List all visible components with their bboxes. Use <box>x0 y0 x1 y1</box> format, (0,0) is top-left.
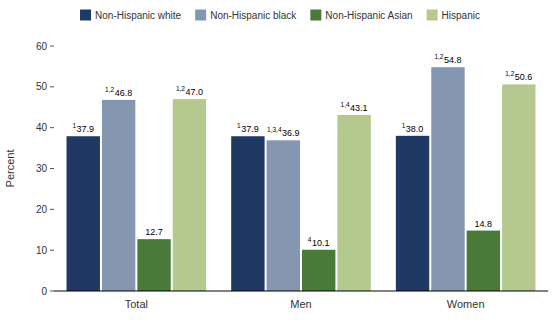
bar <box>502 84 535 291</box>
data-label: 37.9 <box>241 124 259 134</box>
axis-line <box>54 291 548 292</box>
tick-label: 60 <box>36 41 48 52</box>
data-label: 54.8 <box>444 55 462 65</box>
annotation: 1 <box>402 122 406 129</box>
tick-label: Women <box>447 298 485 310</box>
annotation: 1,3,4 <box>267 126 282 133</box>
annotation: 1,2 <box>434 53 443 60</box>
tick-label: 10 <box>36 245 48 256</box>
data-label: 43.1 <box>350 103 368 113</box>
tick-label: 50 <box>36 81 48 92</box>
legend-swatch <box>310 10 321 21</box>
data-label: 14.8 <box>475 219 493 229</box>
bar <box>467 231 500 291</box>
bar <box>302 250 335 291</box>
legend-label: Hispanic <box>442 10 480 21</box>
chart: 0102030405060Percent37.9137.9138.0146.81… <box>0 0 560 321</box>
bar <box>337 115 370 291</box>
bar <box>396 136 429 291</box>
tick-label: 30 <box>36 163 48 174</box>
legend-label: Non-Hispanic Asian <box>325 10 412 21</box>
data-label: 12.7 <box>145 227 163 237</box>
tick-label: Men <box>290 298 311 310</box>
tick-label: 20 <box>36 204 48 215</box>
tick-mark <box>50 209 54 210</box>
y-axis: 0 10 20 30 40 50 60 <box>36 41 54 297</box>
annotation: 1 <box>237 122 241 129</box>
legend-item: Non-Hispanic Asian <box>310 10 412 22</box>
y-axis-label: Percent <box>4 150 16 188</box>
annotation: 1,2 <box>105 86 114 93</box>
tick-label: 0 <box>41 286 47 297</box>
tick-mark <box>50 46 54 47</box>
legend-label: Non-Hispanic white <box>95 10 182 21</box>
bar <box>267 140 300 291</box>
annotation: 1,4 <box>341 101 350 108</box>
x-axis: Total Men Women <box>54 291 548 310</box>
annotation: 4 <box>308 236 312 243</box>
legend-swatch <box>195 10 206 21</box>
tick-mark <box>50 291 54 292</box>
bar <box>173 99 206 291</box>
bar <box>137 239 170 291</box>
data-labels: 37.9137.9138.0146.81,236.91,3,454.81,212… <box>72 53 532 248</box>
legend-item: Non-Hispanic white <box>80 10 182 22</box>
legend-swatch <box>80 10 91 21</box>
tick-mark <box>50 250 54 251</box>
tick-label: Total <box>125 298 148 310</box>
annotation: 1 <box>72 122 76 129</box>
annotation: 1,2 <box>176 85 185 92</box>
data-label: 50.6 <box>515 72 533 82</box>
legend-swatch <box>427 10 438 21</box>
tick-mark <box>50 86 54 87</box>
data-label: 10.1 <box>312 238 330 248</box>
data-label: 36.9 <box>282 128 300 138</box>
tick-mark <box>50 127 54 128</box>
annotation: 1,2 <box>505 70 514 77</box>
data-label: 38.0 <box>406 124 424 134</box>
data-label: 46.8 <box>115 88 133 98</box>
legend-item: Hispanic <box>427 10 480 22</box>
bar <box>231 136 264 291</box>
tick-label: 40 <box>36 122 48 133</box>
data-label: 47.0 <box>185 87 203 97</box>
bars <box>67 67 536 291</box>
legend: Non-Hispanic white Non-Hispanic black Non-… <box>80 10 480 22</box>
data-label: 37.9 <box>77 124 95 134</box>
tick-mark <box>50 168 54 169</box>
bar <box>431 67 464 291</box>
legend-label: Non-Hispanic black <box>210 10 297 21</box>
legend-item: Non-Hispanic black <box>195 10 297 22</box>
bar <box>102 100 135 291</box>
bar <box>67 136 100 291</box>
